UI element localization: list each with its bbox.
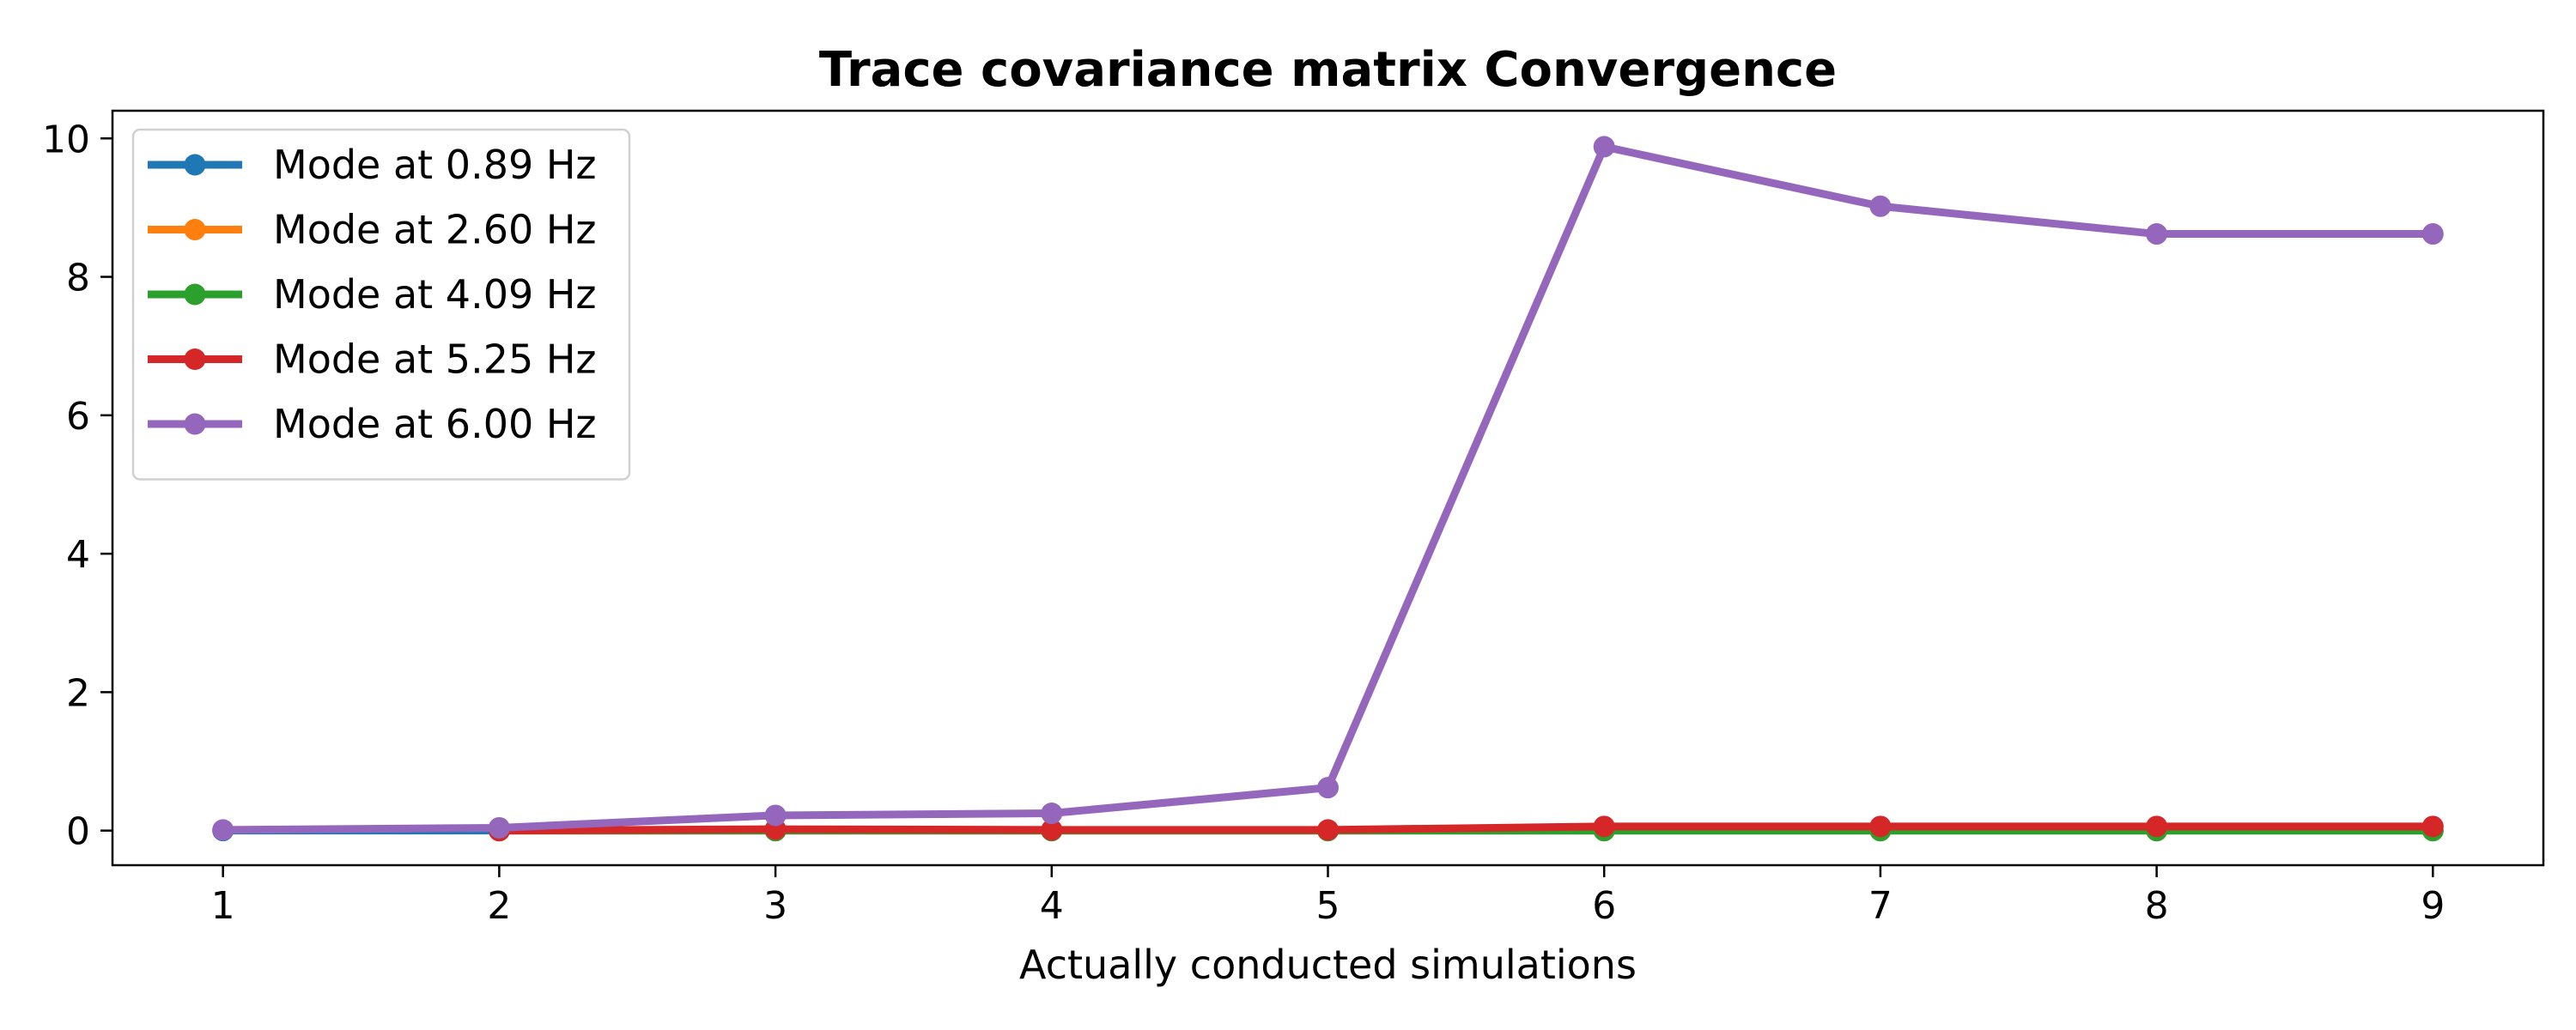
y-axis: 0 2 4 6 8 10 bbox=[42, 118, 112, 854]
data-point bbox=[2421, 815, 2444, 838]
series-layer bbox=[212, 136, 2444, 842]
series-5 bbox=[212, 136, 2444, 841]
data-point bbox=[1317, 777, 1339, 799]
x-axis-label: Actually conducted simulations bbox=[1019, 942, 1637, 988]
x-axis: 1 2 3 4 5 6 7 8 9 bbox=[211, 865, 2445, 928]
legend-entry: Mode at 6.00 Hz bbox=[148, 401, 597, 447]
data-point bbox=[1869, 815, 1892, 838]
data-point bbox=[1041, 803, 1063, 825]
data-point bbox=[1041, 819, 1063, 841]
legend-label: Mode at 0.89 Hz bbox=[273, 142, 597, 188]
y-tick-label: 2 bbox=[66, 671, 90, 715]
legend-label: Mode at 5.25 Hz bbox=[273, 336, 597, 383]
legend-entry: Mode at 2.60 Hz bbox=[148, 207, 597, 253]
legend-entry: Mode at 0.89 Hz bbox=[148, 142, 597, 188]
legend-entry: Mode at 4.09 Hz bbox=[148, 271, 597, 318]
legend-swatch-marker bbox=[184, 154, 206, 176]
x-tick-label: 4 bbox=[1040, 884, 1064, 928]
chart-title: Trace covariance matrix Convergence bbox=[819, 42, 1837, 98]
data-point bbox=[1869, 195, 1892, 217]
y-tick-label: 4 bbox=[66, 533, 90, 577]
y-tick-label: 0 bbox=[66, 810, 90, 854]
data-point bbox=[2146, 815, 2168, 838]
data-point bbox=[212, 819, 234, 841]
x-tick-label: 2 bbox=[487, 884, 511, 928]
legend-label: Mode at 6.00 Hz bbox=[273, 401, 597, 447]
legend-swatch-marker bbox=[184, 219, 206, 240]
x-tick-label: 3 bbox=[763, 884, 787, 928]
data-point bbox=[1593, 136, 1615, 158]
x-tick-label: 5 bbox=[1316, 884, 1340, 928]
data-point bbox=[764, 804, 787, 827]
x-tick-label: 8 bbox=[2145, 884, 2169, 928]
data-point bbox=[2146, 223, 2168, 245]
y-tick-label: 8 bbox=[66, 257, 90, 300]
x-tick-label: 1 bbox=[211, 884, 235, 928]
x-tick-label: 9 bbox=[2421, 884, 2445, 928]
data-point bbox=[1317, 819, 1339, 841]
legend-label: Mode at 4.09 Hz bbox=[273, 271, 597, 318]
legend: Mode at 0.89 Hz Mode at 2.60 Hz Mode at 4.… bbox=[131, 128, 631, 481]
x-tick-label: 7 bbox=[1868, 884, 1893, 928]
legend-swatch-marker bbox=[184, 413, 206, 435]
legend-entry: Mode at 5.25 Hz bbox=[148, 336, 597, 383]
x-tick-label: 6 bbox=[1592, 884, 1616, 928]
data-point bbox=[2421, 223, 2444, 245]
legend-swatch-marker bbox=[184, 348, 206, 370]
legend-box bbox=[131, 128, 631, 481]
data-point bbox=[488, 816, 510, 839]
y-tick-label: 10 bbox=[42, 118, 90, 161]
legend-swatch-marker bbox=[184, 283, 206, 306]
series-line bbox=[495, 822, 2437, 835]
data-point bbox=[1593, 815, 1615, 838]
legend-label: Mode at 2.60 Hz bbox=[273, 207, 597, 253]
y-tick-label: 6 bbox=[66, 395, 90, 439]
